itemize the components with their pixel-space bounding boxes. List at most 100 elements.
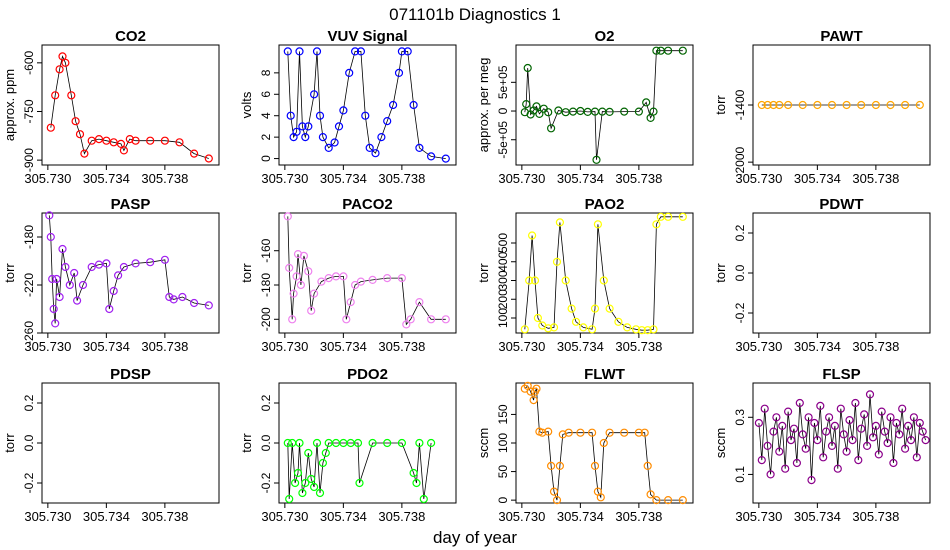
data-point — [295, 47, 304, 56]
data-point — [383, 116, 392, 126]
y-tick-label: 4 — [259, 112, 273, 119]
data-point — [900, 444, 910, 453]
data-point — [592, 155, 601, 164]
data-point — [51, 319, 60, 328]
x-tick-label: 305.738 — [141, 171, 188, 186]
data-point — [441, 154, 450, 163]
x-tick-label: 305.738 — [615, 339, 662, 354]
data-point — [596, 493, 605, 502]
data-point — [312, 438, 322, 448]
data-point — [757, 456, 766, 465]
x-tick-label: 305.738 — [615, 509, 662, 524]
data-point — [839, 430, 848, 439]
y-tick-label: 8 — [259, 69, 273, 76]
data-point — [895, 430, 904, 439]
data-point — [523, 63, 532, 73]
plot-frame — [752, 212, 931, 334]
data-point — [204, 301, 213, 310]
data-point — [555, 218, 565, 227]
data-point — [295, 438, 304, 448]
panel-pawt: PAWT torr 305.730 305.734 305.738 -2000 -1400 — [713, 28, 931, 186]
data-point — [283, 438, 292, 448]
data-point — [567, 304, 576, 313]
data-point — [312, 47, 322, 56]
data-point — [874, 450, 883, 459]
data-point — [342, 315, 351, 324]
data-point — [561, 276, 570, 285]
data-point — [571, 317, 581, 326]
data-point — [409, 100, 418, 110]
data-point — [351, 280, 360, 290]
data-point — [131, 136, 140, 145]
data-point — [334, 122, 344, 131]
data-point — [146, 258, 155, 267]
plot-frame — [278, 44, 457, 166]
data-point — [78, 280, 88, 290]
data-point — [119, 262, 129, 272]
data-point — [160, 136, 169, 145]
x-tick-label: 305.734 — [83, 171, 130, 186]
data-point — [915, 100, 924, 110]
x-tick-label: 305.738 — [141, 339, 188, 354]
data-point — [415, 143, 424, 152]
data-point — [775, 100, 784, 110]
series-line — [287, 216, 446, 326]
data-point — [105, 304, 114, 314]
data-point — [889, 458, 898, 468]
data-point — [71, 117, 80, 126]
data-point — [798, 430, 807, 439]
data-point — [175, 138, 184, 147]
data-point — [903, 421, 913, 430]
data-point — [813, 436, 822, 445]
data-point — [356, 47, 365, 56]
data-point — [533, 313, 543, 323]
panel-pasp: PASP torr 305.730 305.734 305.738 -260 -220 -18… — [2, 196, 220, 354]
panel-title: FLWT — [584, 366, 625, 383]
data-point — [353, 438, 363, 448]
data-point — [361, 111, 370, 120]
data-point — [813, 100, 822, 110]
data-point — [315, 111, 325, 120]
data-point — [781, 464, 790, 473]
data-point — [643, 326, 652, 335]
data-point — [409, 468, 418, 478]
x-tick-label: 305.730 — [735, 339, 782, 354]
data-point — [833, 464, 842, 473]
data-point — [868, 433, 878, 442]
data-point — [798, 100, 807, 110]
data-point — [113, 271, 123, 280]
data-point — [912, 453, 921, 462]
data-point — [865, 390, 875, 399]
data-point — [301, 478, 310, 488]
data-point — [520, 325, 529, 334]
series-line — [524, 385, 683, 501]
data-point — [55, 292, 64, 302]
data-point — [292, 272, 301, 281]
data-point — [292, 127, 301, 136]
x-tick-label: 305.730 — [24, 339, 71, 354]
x-tick-label: 305.730 — [498, 339, 545, 354]
y-tick-label: -180 — [22, 225, 36, 249]
y-axis-label: torr — [2, 433, 17, 453]
data-point — [324, 143, 333, 152]
data-point — [810, 418, 819, 428]
data-point — [383, 438, 392, 448]
series-line — [287, 442, 432, 500]
y-axis-label: torr — [2, 263, 17, 283]
y-tick-label: -900 — [22, 148, 36, 172]
data-point — [821, 427, 831, 436]
data-point — [649, 325, 658, 334]
data-point — [310, 289, 319, 298]
y-tick-label: 0.2 — [22, 394, 36, 411]
series-line — [524, 50, 683, 160]
data-point — [75, 130, 85, 139]
data-point — [554, 106, 563, 115]
panel-flsp: FLSP sccm 305.730 305.734 305.738 0.1 0.3 — [713, 366, 931, 524]
data-point — [558, 430, 567, 439]
data-point — [845, 416, 854, 425]
data-point — [383, 274, 392, 283]
data-point — [652, 496, 661, 505]
y-axis-label: volts — [239, 91, 254, 118]
x-tick-label: 305.730 — [261, 171, 308, 186]
data-point — [412, 478, 421, 488]
